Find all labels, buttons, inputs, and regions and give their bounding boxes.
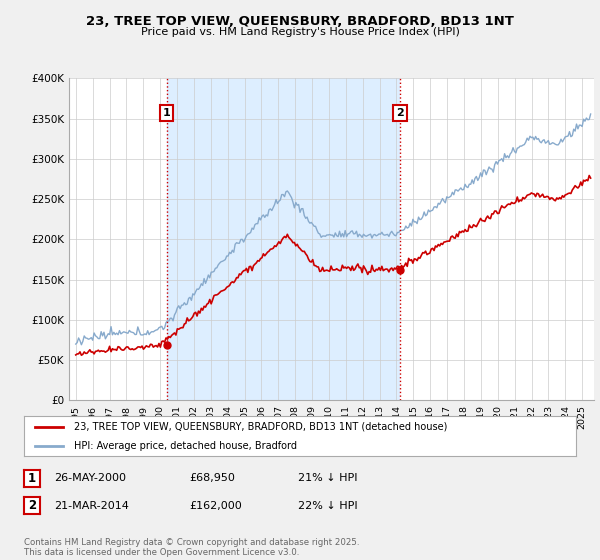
Text: 2: 2 (28, 499, 36, 512)
Text: 1: 1 (28, 472, 36, 485)
Text: £162,000: £162,000 (190, 501, 242, 511)
Text: 2: 2 (396, 108, 404, 118)
Text: 21-MAR-2014: 21-MAR-2014 (55, 501, 130, 511)
Text: Contains HM Land Registry data © Crown copyright and database right 2025.
This d: Contains HM Land Registry data © Crown c… (24, 538, 359, 557)
Bar (167, 78, 400, 400)
Text: 1: 1 (163, 108, 170, 118)
Text: 21% ↓ HPI: 21% ↓ HPI (298, 473, 357, 483)
Text: 26-MAY-2000: 26-MAY-2000 (55, 473, 127, 483)
Text: 22% ↓ HPI: 22% ↓ HPI (298, 501, 357, 511)
Text: HPI: Average price, detached house, Bradford: HPI: Average price, detached house, Brad… (74, 441, 296, 450)
Text: Price paid vs. HM Land Registry's House Price Index (HPI): Price paid vs. HM Land Registry's House … (140, 27, 460, 37)
Text: 23, TREE TOP VIEW, QUEENSBURY, BRADFORD, BD13 1NT: 23, TREE TOP VIEW, QUEENSBURY, BRADFORD,… (86, 15, 514, 27)
Text: 23, TREE TOP VIEW, QUEENSBURY, BRADFORD, BD13 1NT (detached house): 23, TREE TOP VIEW, QUEENSBURY, BRADFORD,… (74, 422, 447, 432)
Text: £68,950: £68,950 (190, 473, 235, 483)
